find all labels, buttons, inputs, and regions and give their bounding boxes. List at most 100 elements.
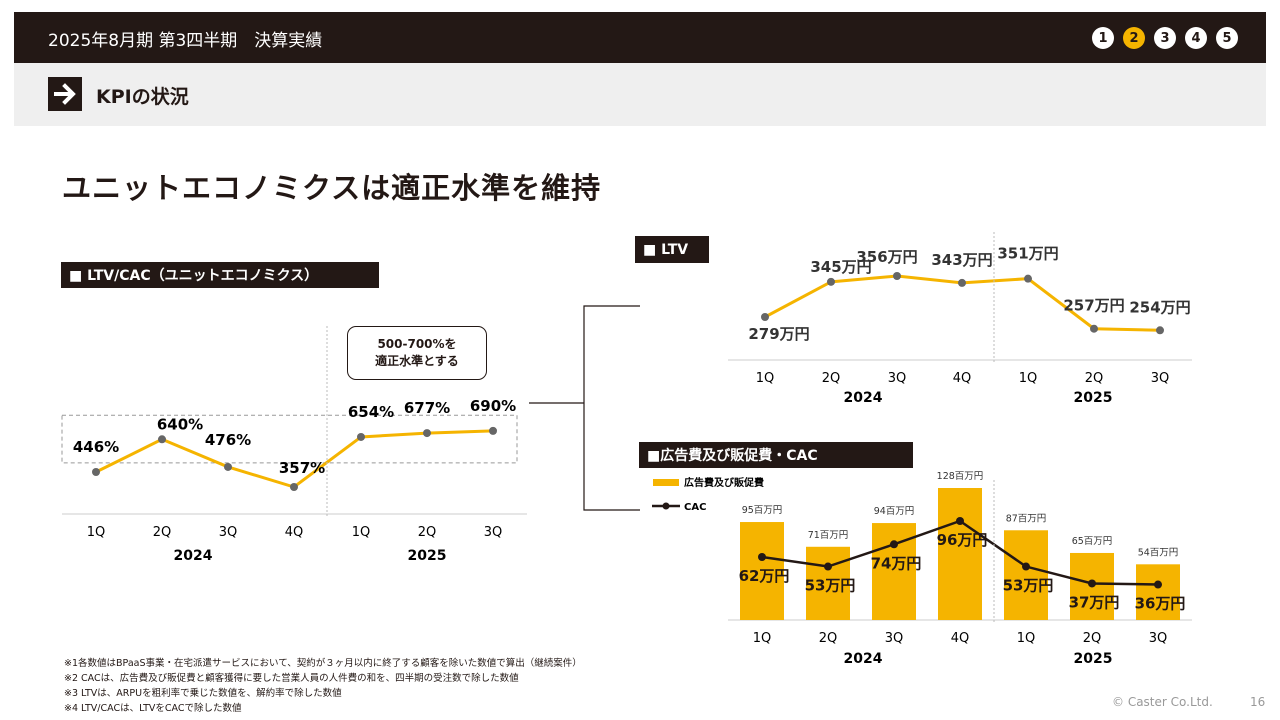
cac-point — [1154, 580, 1162, 589]
cac-data-label: 74万円 — [871, 554, 922, 572]
ltvcac-point — [158, 435, 166, 444]
ad-x-tick: 2Q — [819, 631, 838, 646]
ltv-point — [958, 278, 966, 287]
ad-spend-label: 71百万円 — [808, 530, 849, 541]
ltvcac-year-label: 2024 — [174, 548, 213, 564]
ltvcac-point — [290, 483, 298, 491]
ltv-data-label: 356万円 — [856, 248, 917, 266]
ltvcac-x-tick: 2Q — [418, 525, 437, 540]
ltvcac-x-tick: 1Q — [87, 525, 106, 540]
ad-spend-bar — [1136, 564, 1180, 620]
ad-x-tick: 4Q — [951, 631, 970, 646]
callout-line-1: 500-700%を — [377, 337, 457, 351]
ltvcac-x-tick: 3Q — [219, 525, 238, 540]
ltvcac-data-label: 654% — [348, 403, 394, 421]
target-range-callout: 500-700%を 適正水準とする — [347, 326, 487, 380]
ad-spend-bar — [740, 522, 784, 620]
step-1[interactable]: 1 — [1092, 27, 1114, 49]
ltv-data-label: 343万円 — [931, 251, 992, 269]
ltv-data-label: 351万円 — [997, 245, 1058, 263]
section-bar: KPIの状況 — [14, 63, 1266, 126]
ad-year-label: 2024 — [844, 651, 883, 667]
ltvcac-x-tick: 1Q — [352, 525, 371, 540]
ltv-x-tick: 4Q — [953, 371, 972, 386]
ad-spend-label: 95百万円 — [742, 505, 783, 516]
ad-x-tick: 1Q — [1017, 631, 1036, 646]
ltvcac-year-label: 2025 — [408, 548, 447, 564]
ltvcac-panel-label: ■ LTV/CAC（ユニットエコノミクス） — [61, 262, 379, 288]
ltv-point — [1090, 324, 1098, 333]
footnote-4: ※4 LTV/CACは、LTVをCACで除した数値 — [64, 703, 242, 714]
cac-data-label: 53万円 — [805, 577, 856, 595]
ad-spend-label: 94百万円 — [874, 506, 915, 517]
ad-x-tick: 3Q — [885, 631, 904, 646]
ad-spend-label: 54百万円 — [1138, 547, 1179, 558]
cac-point — [824, 562, 832, 571]
ltvcac-data-label: 640% — [157, 415, 203, 433]
legend-cac-label: CAC — [684, 502, 706, 513]
arrow-right-icon — [48, 77, 82, 111]
ad-spend-bar — [806, 546, 850, 620]
target-band — [61, 414, 518, 464]
ltv-x-tick: 2Q — [822, 371, 841, 386]
report-title: 2025年8月期 第3四半期 決算実績 — [48, 31, 323, 51]
ltvcac-point — [224, 462, 232, 471]
cac-data-label: 62万円 — [739, 567, 790, 585]
cac-data-label: 36万円 — [1135, 595, 1186, 613]
ltvcac-data-label: 357% — [279, 459, 325, 477]
ltv-x-tick: 2Q — [1085, 371, 1104, 386]
ltvcac-point — [489, 426, 497, 435]
ltvcac-data-label: 446% — [73, 438, 119, 456]
footnote-3: ※3 LTVは、ARPUを粗利率で乗じた数値を、解約率で除した数値 — [64, 688, 342, 699]
ltvcac-data-label: 690% — [470, 397, 516, 415]
cac-data-label: 53万円 — [1003, 577, 1054, 595]
footnote-1: ※1各数値はBPaaS事業・在宅派遣サービスにおいて、契約が３ヶ月以内に終了する… — [64, 658, 582, 669]
step-4[interactable]: 4 — [1185, 27, 1207, 49]
ltv-data-label: 345万円 — [810, 258, 871, 276]
ltv-data-label: 279万円 — [748, 325, 809, 343]
ad-spend-label: 65百万円 — [1072, 536, 1113, 547]
ltv-x-tick: 3Q — [888, 371, 907, 386]
ad-x-tick: 1Q — [753, 631, 772, 646]
ltvcac-x-tick: 3Q — [484, 525, 503, 540]
ad-spend-bar — [938, 488, 982, 620]
cac-point — [1088, 579, 1096, 588]
cac-data-label: 96万円 — [937, 531, 988, 549]
legend-ad-swatch — [653, 479, 679, 486]
ltv-data-label: 254万円 — [1129, 298, 1190, 316]
ltv-year-label: 2025 — [1074, 390, 1113, 406]
ltvcac-data-label: 677% — [404, 399, 450, 417]
step-5[interactable]: 5 — [1216, 27, 1238, 49]
copyright: © Caster Co.Ltd. — [1112, 695, 1213, 709]
section-title: KPIの状況 — [96, 86, 189, 108]
ltvcac-x-tick: 2Q — [153, 525, 172, 540]
step-2[interactable]: 2 — [1123, 27, 1145, 49]
header-bar: 2025年8月期 第3四半期 決算実績 1 2 3 4 5 — [14, 12, 1266, 63]
ltvcac-x-tick: 4Q — [285, 525, 304, 540]
footnotes: ※1各数値はBPaaS事業・在宅派遣サービスにおいて、契約が３ヶ月以内に終了する… — [64, 656, 582, 716]
ltv-data-label: 257万円 — [1063, 297, 1124, 315]
ltv-x-tick: 1Q — [1019, 371, 1038, 386]
ad-spend-label: 87百万円 — [1006, 513, 1047, 524]
connector-bracket — [583, 305, 640, 511]
cac-data-label: 37万円 — [1069, 593, 1120, 611]
ltv-point — [1156, 326, 1164, 335]
ltvcac-point — [92, 468, 100, 476]
ltv-x-tick: 1Q — [756, 371, 775, 386]
ad-x-tick: 3Q — [1149, 631, 1168, 646]
ltv-panel-label: ■ LTV — [635, 236, 709, 263]
ltvcac-point — [357, 432, 365, 441]
ad-spend-bar — [1004, 530, 1048, 620]
step-indicator: 1 2 3 4 5 — [1092, 27, 1238, 49]
cac-point — [956, 517, 964, 525]
cac-point — [1022, 562, 1030, 571]
step-3[interactable]: 3 — [1154, 27, 1176, 49]
ltvcac-data-label: 476% — [205, 431, 251, 449]
ltvcac-point — [423, 429, 431, 438]
ltv-point — [893, 272, 901, 280]
legend-ad-label: 広告費及び販促費 — [684, 476, 764, 489]
cac-point — [758, 553, 766, 561]
ltv-point — [827, 277, 835, 286]
cac-point — [890, 540, 898, 549]
